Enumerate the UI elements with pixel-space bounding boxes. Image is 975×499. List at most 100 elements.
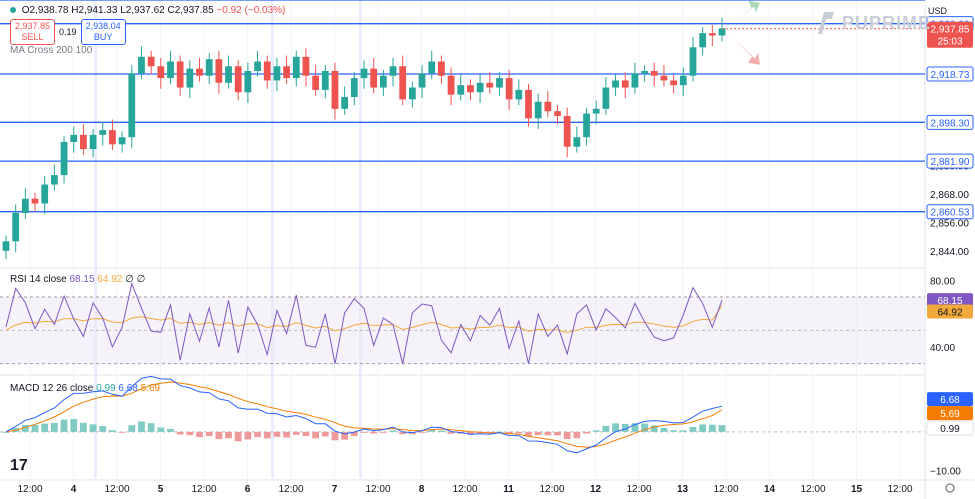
- tradingview-logo-icon: 17: [10, 457, 28, 474]
- macd-histogram-bar: [573, 431, 581, 439]
- price-tick-label: 2,868.00: [930, 190, 969, 201]
- macd-histogram-bar: [631, 423, 639, 432]
- macd-histogram-bar: [718, 425, 726, 432]
- macd-histogram-bar: [428, 429, 436, 432]
- candle-body: [534, 101, 542, 119]
- macd-histogram-bar: [689, 427, 697, 432]
- macd-histogram-bar: [341, 431, 349, 440]
- rsi-value-tag-label: 68.15: [937, 296, 962, 307]
- candle-body: [167, 61, 174, 79]
- macd-histogram-bar: [70, 419, 78, 432]
- macd-histogram-bar: [60, 419, 68, 432]
- macd-histogram-bar: [321, 431, 329, 437]
- macd-histogram-bar: [563, 431, 571, 439]
- macd-histogram-bar: [50, 422, 58, 432]
- candle-body: [12, 212, 20, 242]
- macd-histogram-bar: [302, 431, 310, 437]
- macd-histogram-bar: [583, 431, 590, 434]
- rsi-label[interactable]: RSI 14 close 68.15 64.92 ∅ ∅: [10, 274, 145, 285]
- candle-body: [176, 61, 184, 88]
- low-value: L2,937.62: [120, 5, 165, 16]
- candle-body: [99, 130, 107, 135]
- macd-histogram-bar: [418, 431, 426, 433]
- candle-body: [457, 85, 465, 95]
- macd-histogram-bar: [312, 431, 320, 439]
- buy-price: 2,938.04: [85, 21, 121, 31]
- macd-histogram-bar: [467, 431, 474, 435]
- macd-histogram-bar: [554, 431, 561, 436]
- candle-body: [447, 75, 455, 95]
- macd-label[interactable]: MACD 12 26 close 0.99 6.68 5.69: [10, 383, 160, 394]
- buy-button[interactable]: 2,938.04 BUY: [80, 19, 126, 45]
- candle-body: [360, 68, 368, 79]
- macd-histogram-bar: [2, 431, 10, 433]
- ma-indicator-label[interactable]: MA Cross 200 100: [10, 45, 93, 56]
- rsi-ma-line: [5, 305, 723, 334]
- macd-histogram-bar: [215, 431, 223, 440]
- sell-button[interactable]: 2,937.85 SELL: [10, 19, 56, 45]
- macd-hist-value: 0.99: [96, 383, 116, 394]
- candle-body: [418, 73, 426, 88]
- candle-body: [379, 75, 387, 88]
- macd-histogram-bar: [234, 431, 242, 442]
- candle-body: [573, 137, 581, 147]
- candle-body: [689, 47, 697, 76]
- time-tick-label: 12:00: [452, 484, 477, 495]
- price-level-label: 2,860.53: [931, 208, 970, 219]
- candle-body: [699, 33, 707, 48]
- settings-gear-icon: [945, 483, 955, 493]
- candle-body: [708, 33, 716, 36]
- rsi-ma-tag: [927, 304, 973, 319]
- macd-histogram-bar: [176, 431, 184, 435]
- macd-histogram-bar: [167, 428, 174, 432]
- candle-body: [679, 75, 687, 86]
- macd-histogram-bar: [196, 431, 203, 438]
- time-tick-label: 14: [764, 484, 776, 495]
- candle-body: [292, 56, 300, 79]
- price-level-label: 2,881.90: [931, 157, 970, 168]
- rsi-name: RSI 14 close: [10, 274, 67, 285]
- price-level-tag: [926, 66, 974, 82]
- rsi-line: [5, 282, 723, 364]
- time-tick-label: 12:00: [887, 484, 912, 495]
- candle-body: [554, 111, 561, 116]
- candle-body: [128, 73, 136, 138]
- macd-histogram-bar: [699, 424, 707, 432]
- rsi-ma-tag-label: 64.92: [937, 307, 962, 318]
- macd-histogram-bar: [254, 431, 261, 438]
- price-level-tag: [926, 114, 974, 130]
- candle-body: [631, 73, 639, 88]
- macd-histogram-bar: [612, 423, 619, 432]
- macd-histogram-bar: [80, 422, 87, 432]
- candle-body: [486, 82, 494, 88]
- bearish-arrow-icon: [730, 34, 760, 65]
- candle-body: [70, 134, 78, 142]
- macd-tick-label: −10.00: [930, 466, 961, 477]
- macd-histogram-bar: [389, 430, 397, 432]
- candle-body: [370, 68, 378, 88]
- candle-body: [505, 78, 513, 100]
- candle-body: [660, 75, 668, 81]
- rsi-tick-label: 40.00: [930, 343, 955, 354]
- candle-body: [244, 70, 252, 93]
- macd-histogram-bar: [118, 431, 126, 433]
- candle-body: [138, 56, 145, 74]
- time-tick-label: 12:00: [800, 484, 825, 495]
- candle-body: [109, 130, 116, 145]
- candle-body: [263, 61, 271, 81]
- rsi-value: 68.15: [69, 274, 95, 285]
- candle-body: [147, 56, 155, 67]
- macd-histogram-bar: [534, 431, 542, 436]
- rsi-ma-value: 64.92: [97, 274, 123, 285]
- candle-body: [80, 134, 87, 150]
- macd-histogram-bar: [292, 431, 300, 435]
- macd-histogram-bar: [31, 425, 39, 432]
- candle-body: [670, 80, 678, 86]
- candle-body: [89, 134, 97, 150]
- macd-histogram-bar: [399, 431, 407, 435]
- macd-value: 6.68: [118, 383, 138, 394]
- rsi-value-tag: [927, 293, 973, 308]
- macd-histogram-bar: [670, 430, 678, 432]
- macd-histogram-bar: [602, 425, 610, 432]
